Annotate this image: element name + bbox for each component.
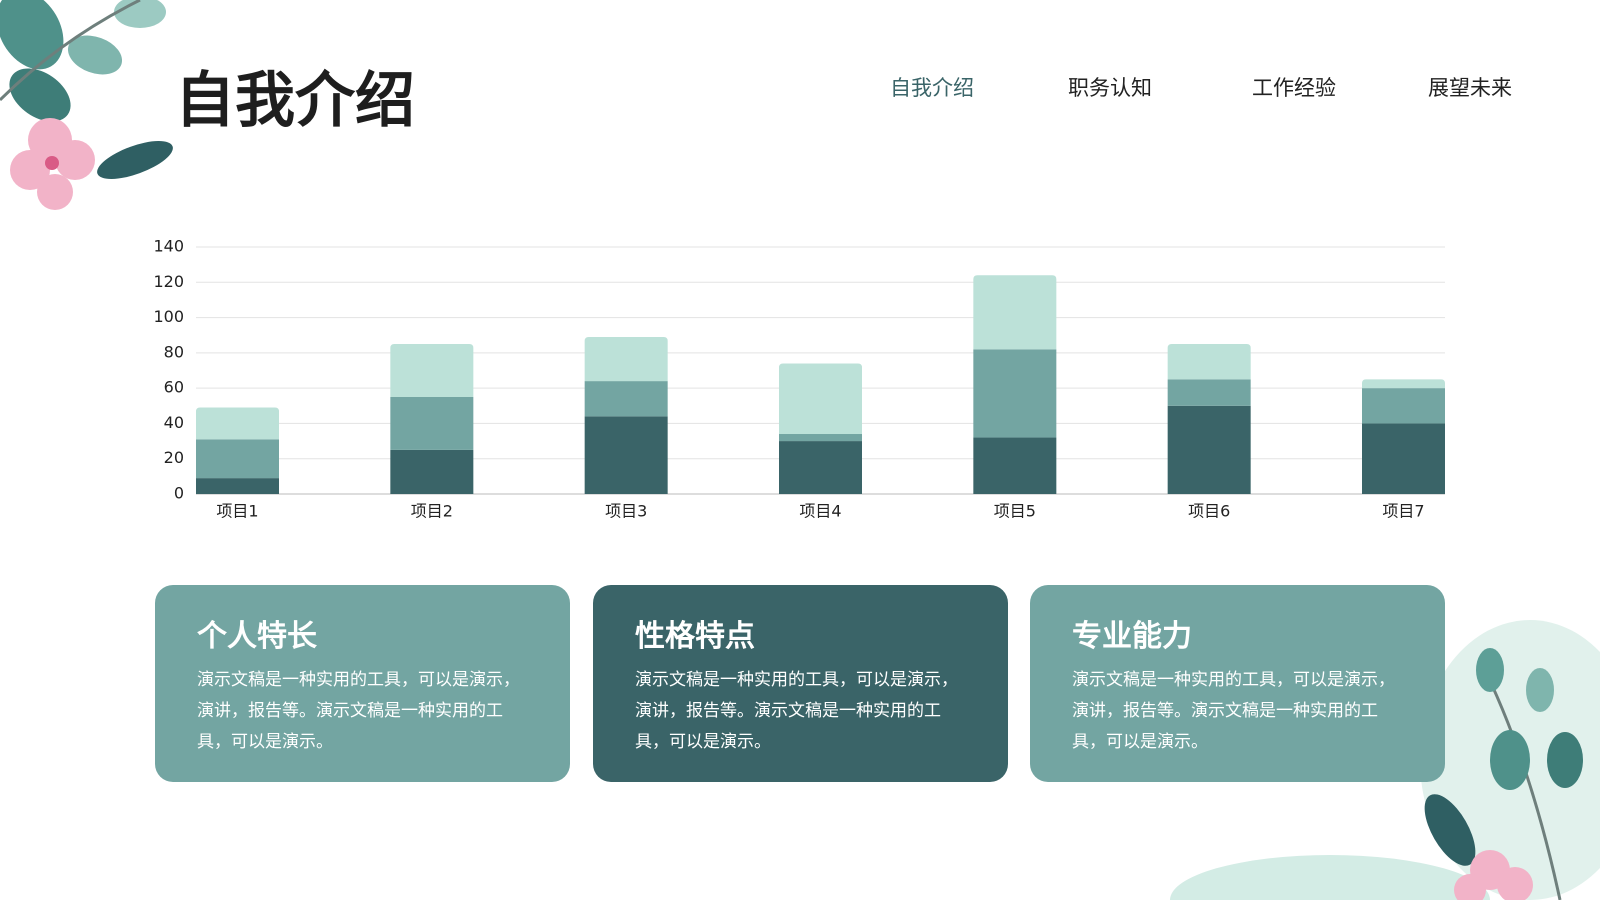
y-tick-label: 80 — [164, 342, 184, 361]
y-tick-label: 40 — [164, 413, 184, 432]
nav-item[interactable]: 职务认知 — [1068, 76, 1152, 100]
bar-segment — [1362, 379, 1445, 389]
y-tick-label: 140 — [153, 237, 184, 256]
y-tick-label: 0 — [174, 484, 184, 503]
page-title: 自我介绍 — [175, 66, 415, 136]
card: 专业能力演示文稿是一种实用的工具，可以是演示，演讲，报告等。演示文稿是一种实用的… — [1030, 585, 1445, 782]
nav-item[interactable]: 工作经验 — [1252, 76, 1336, 100]
bar-segment — [390, 396, 474, 450]
card-title: 个人特长 — [197, 619, 317, 654]
card: 性格特点演示文稿是一种实用的工具，可以是演示，演讲，报告等。演示文稿是一种实用的… — [593, 585, 1008, 782]
bar-segment — [1167, 379, 1251, 406]
card-title: 性格特点 — [635, 619, 755, 654]
y-tick-label: 20 — [164, 448, 184, 467]
bar-segment — [390, 449, 474, 494]
bar-segment — [1167, 405, 1251, 494]
bar-segment — [973, 437, 1057, 494]
bar-segment — [196, 439, 279, 479]
bar-segment — [584, 416, 668, 494]
card-text: 演示文稿是一种实用的工具，可以是演示，演讲，报告等。演示文稿是一种实用的工具，可… — [1072, 670, 1395, 752]
bar-segment — [584, 381, 668, 417]
bar-segment — [973, 275, 1057, 350]
bar-segment — [584, 336, 668, 382]
leaves-bottom-right — [1170, 620, 1600, 900]
x-tick-label: 项目2 — [411, 502, 453, 521]
nav-item[interactable]: 自我介绍 — [890, 76, 974, 100]
card: 个人特长演示文稿是一种实用的工具，可以是演示，演讲，报告等。演示文稿是一种实用的… — [155, 585, 570, 782]
x-tick-label: 项目6 — [1188, 502, 1230, 521]
x-tick-label: 项目4 — [799, 502, 841, 521]
y-tick-label: 120 — [153, 272, 184, 291]
y-tick-label: 100 — [153, 307, 184, 326]
bar-segment — [973, 349, 1057, 438]
x-tick-label: 项目3 — [605, 502, 647, 521]
bar-segment — [1362, 388, 1445, 424]
leaves-top-left — [0, 0, 173, 210]
bar-segment — [779, 434, 862, 442]
bar-segment — [779, 441, 862, 494]
bar-segment — [390, 344, 474, 397]
nav-item[interactable]: 展望未来 — [1428, 76, 1512, 100]
bar-segment — [1167, 344, 1251, 380]
chart: 0 20 40 60 80 100 120 140 项目1 项目2 项目3 项目4 项目5 项目6 项目7 — [153, 237, 1445, 521]
bar-segment — [779, 363, 862, 435]
y-tick-label: 60 — [164, 378, 184, 397]
card-text: 演示文稿是一种实用的工具，可以是演示，演讲，报告等。演示文稿是一种实用的工具，可… — [197, 670, 520, 752]
x-tick-label: 项目1 — [216, 502, 258, 521]
bar-segment — [1362, 423, 1445, 494]
bar-segment — [196, 478, 279, 494]
x-tick-label: 项目5 — [994, 502, 1036, 521]
bar-segment — [196, 407, 279, 440]
x-tick-label: 项目7 — [1382, 502, 1424, 521]
card-title: 专业能力 — [1072, 619, 1192, 654]
card-text: 演示文稿是一种实用的工具，可以是演示，演讲，报告等。演示文稿是一种实用的工具，可… — [635, 670, 958, 752]
